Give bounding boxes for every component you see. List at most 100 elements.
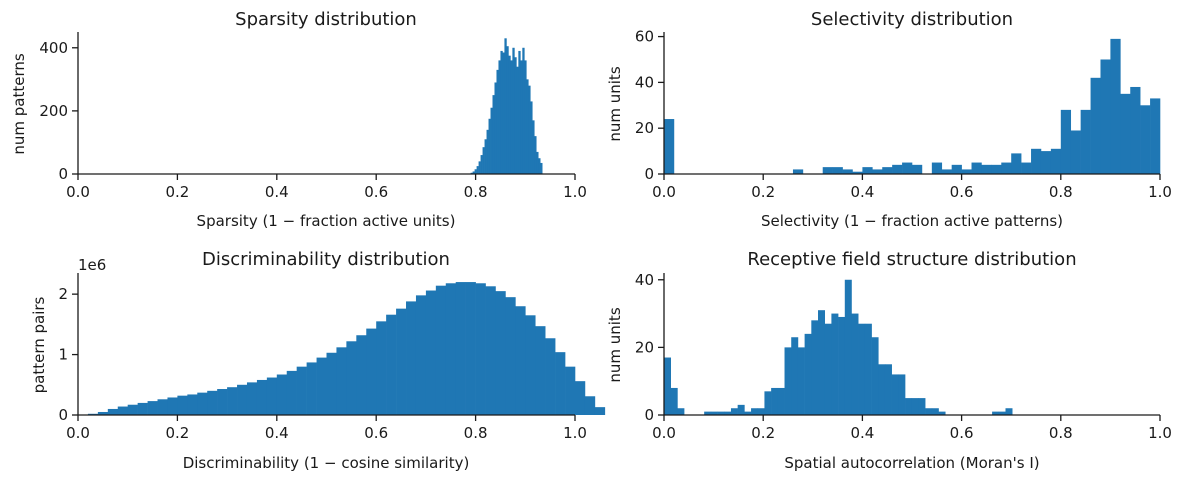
histogram-bar <box>724 411 732 415</box>
histogram-bar <box>286 370 297 415</box>
histogram-bar <box>938 411 946 415</box>
histogram-bar <box>1001 162 1012 174</box>
histogram-bar <box>540 162 543 174</box>
histogram-bar <box>492 95 495 174</box>
histogram-bar <box>97 411 109 415</box>
y-tick-label: 2 <box>58 285 68 303</box>
histogram-bar <box>530 101 533 174</box>
histogram-bar <box>336 347 347 415</box>
x-tick-label: 0.6 <box>950 183 974 201</box>
histogram-bar <box>445 283 457 415</box>
histogram-bar <box>476 166 479 174</box>
x-tick-label: 1.0 <box>563 424 587 442</box>
histogram-bar <box>1070 130 1081 174</box>
histogram-bar <box>777 387 785 415</box>
y-tick-label: 40 <box>635 73 654 91</box>
histogram-bar <box>498 60 501 174</box>
histogram-bar <box>515 306 526 415</box>
y-axis-label: num units <box>606 66 624 141</box>
y-axis-label: pattern pairs <box>30 296 48 393</box>
histogram-bar <box>797 347 805 415</box>
histogram-bar <box>902 162 913 174</box>
histogram-bar <box>366 328 377 415</box>
histogram-bar <box>1021 162 1032 174</box>
histogram-bar <box>500 50 503 174</box>
histogram-bar <box>844 279 852 415</box>
histogram-bar <box>792 169 804 174</box>
histogram-bar <box>406 301 417 415</box>
histogram-bar <box>951 164 962 174</box>
histogram-bar <box>555 352 566 415</box>
axes-group: 0.0 0.2 0.4 0.6 0.8 1.0 0 1 2 <box>58 273 587 442</box>
histogram-bar <box>784 347 792 415</box>
histogram-bar <box>217 389 228 415</box>
histogram-bar <box>472 171 475 174</box>
x-tick-label: 0.2 <box>751 424 775 442</box>
x-tick-label: 0.6 <box>364 424 388 442</box>
histogram-bar <box>872 169 883 174</box>
histogram-bar <box>851 313 859 415</box>
histogram-bar <box>502 52 505 175</box>
histogram-bar <box>496 69 499 174</box>
histogram-bar <box>1005 408 1013 415</box>
histogram-bar <box>1090 77 1101 174</box>
x-tick-label: 1.0 <box>563 183 587 201</box>
histogram-bar <box>534 136 537 174</box>
x-tick-label: 1.0 <box>1148 424 1172 442</box>
histogram-bar <box>884 364 892 415</box>
histogram-bar <box>818 310 826 415</box>
sparsity-panel: Sparsity distribution 0.0 0.2 0.4 0.6 0.8 1.0… <box>10 9 587 230</box>
histogram-bar <box>842 169 853 174</box>
axes-group: 0.0 0.2 0.4 0.6 0.8 1.0 0 20 40 60 <box>635 28 1172 201</box>
panel-title: Selectivity distribution <box>811 9 1013 30</box>
y-tick-label: 20 <box>635 119 654 137</box>
y-tick-label: 40 <box>635 271 654 289</box>
x-tick-label: 0.8 <box>464 183 488 201</box>
histogram-bar <box>1110 38 1121 174</box>
histogram-bar <box>911 398 919 415</box>
histogram-bar <box>912 164 923 174</box>
histogram-bar <box>512 47 515 174</box>
bar-group <box>664 38 1161 174</box>
histogram-bar <box>485 286 496 415</box>
histogram-bar <box>386 314 397 415</box>
histogram-bar <box>266 377 278 415</box>
histogram-bar <box>532 120 535 174</box>
histogram-bar <box>480 155 483 174</box>
histogram-bar <box>516 66 519 174</box>
histogram-bar <box>510 60 513 174</box>
x-tick-label: 0.6 <box>950 424 974 442</box>
histogram-bar <box>804 333 812 415</box>
histogram-bar <box>822 167 833 174</box>
histogram-bar <box>545 338 556 415</box>
histogram-bar <box>998 411 1006 415</box>
histogram-bar <box>852 171 863 174</box>
histogram-bar <box>751 408 759 415</box>
histogram-bar <box>536 151 539 174</box>
histogram-bar <box>664 357 671 415</box>
histogram-bar <box>565 366 576 415</box>
histogram-bar <box>1050 148 1062 174</box>
histogram-bar <box>396 308 407 415</box>
histogram-bar <box>594 407 606 415</box>
histogram-bar <box>526 79 529 174</box>
x-tick-label: 0.2 <box>165 183 189 201</box>
histogram-bar <box>490 107 493 174</box>
x-tick-label: 0.4 <box>850 183 874 201</box>
histogram-bar <box>495 291 506 415</box>
histogram-bar <box>730 408 738 415</box>
histogram-bar <box>862 167 873 174</box>
histogram-bar <box>1080 109 1091 174</box>
histogram-bar <box>971 162 982 174</box>
histogram-bar <box>522 47 525 174</box>
histogram-bar <box>575 381 586 415</box>
histogram-bar <box>528 85 531 174</box>
y-tick-label: 400 <box>39 39 68 57</box>
y-axis-label: num patterns <box>10 53 28 155</box>
histogram-bar <box>478 161 481 174</box>
x-axis-label: Sparsity (1 − fraction active units) <box>197 212 456 230</box>
histogram-bar <box>246 382 258 415</box>
histogram-bar <box>1040 151 1052 174</box>
histogram-bar <box>147 401 158 415</box>
